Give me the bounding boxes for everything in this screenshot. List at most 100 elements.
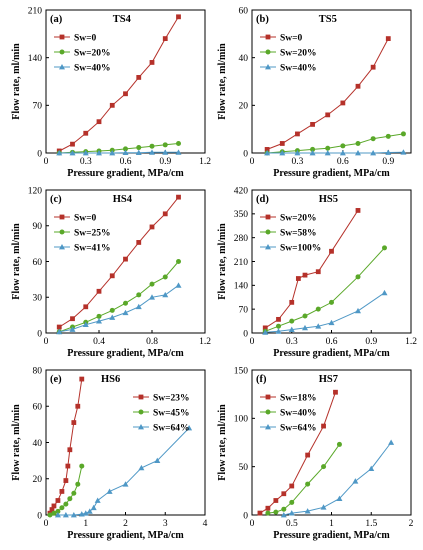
y-tick-label: 0 [243,511,248,521]
plot-frame [251,369,412,516]
x-tick-label: 0.3 [291,157,303,167]
y-tick-label: 210 [234,258,249,268]
series-sw-40- [264,149,407,156]
legend-label: Sw=0 [74,34,97,44]
legend-marker [265,64,271,70]
data-point [135,149,142,156]
y-tick-label: 60 [33,258,43,268]
panel-title: HS7 [319,374,338,385]
data-point [310,146,316,152]
x-tick-label: 0.6 [120,157,132,167]
legend-label: Sw=100% [280,244,321,254]
data-point [310,122,315,127]
legend-label: Sw=64% [153,424,190,434]
series-line [59,16,179,152]
x-tick-label: 0.3 [286,337,298,347]
y-tick-label: 60 [33,403,43,413]
data-point [96,288,102,294]
data-point [96,318,102,324]
panel-letter: (c) [50,194,62,205]
data-point [136,75,142,80]
data-point [176,14,181,20]
legend-marker [59,214,65,220]
data-point [275,328,282,334]
y-tick-label: 20 [239,102,249,112]
series-sw-25- [56,259,181,335]
legend-label: Sw=45% [153,409,190,419]
data-point [315,323,322,329]
data-point [280,512,287,518]
data-point [67,496,73,502]
panel-title: HS4 [113,194,133,205]
y-tick-label: 0 [37,511,42,521]
data-point [106,488,113,494]
data-point [385,133,391,139]
y-tick-label: 70 [33,102,43,112]
y-tick-label: 280 [234,234,249,244]
y-axis-label: Flow rate, ml/min [11,43,22,120]
panel-title: TS5 [319,14,337,25]
y-tick-label: 0 [37,329,42,339]
data-point [388,439,395,445]
series-sw-40- [56,149,182,156]
x-tick-label: 0 [250,157,255,167]
data-point [279,150,286,156]
x-axis-label: Pressure gradient, MPa/cm [67,168,184,179]
panel-letter: (e) [50,374,62,385]
data-point [96,150,102,156]
series-line [267,133,404,154]
data-point [176,194,181,200]
series-sw-41- [56,282,182,335]
data-point [370,136,376,142]
data-point [264,147,270,152]
series-sw-20- [264,131,406,156]
x-tick-label: 1 [329,519,334,529]
data-point [370,64,376,70]
x-tick-label: 4 [203,519,208,529]
x-axis-label: Pressure gradient, MPa/cm [273,530,390,541]
data-point [75,481,81,487]
data-point [176,140,181,146]
x-tick-label: 1.2 [199,157,211,167]
data-point [122,309,129,316]
y-tick-label: 0 [243,329,248,339]
series-sw-0 [56,194,181,330]
data-point [71,490,77,496]
x-tick-label: 0 [44,157,49,167]
data-point [59,505,65,511]
data-point [328,319,335,326]
x-tick-label: 0.9 [382,157,394,167]
legend-label: Sw=20% [280,214,317,224]
legend: Sw=23% Sw=45% Sw=64% [133,394,190,434]
legend-marker [59,244,65,250]
x-axis-label: Pressure gradient, MPa/cm [273,168,390,179]
legend: Sw=20% Sw=58% Sw=100% [260,214,321,254]
data-point [340,143,346,149]
x-tick-label: 0 [44,337,49,347]
chart-panel-ts5: 0 0.3 0.6 0.9 0 20 40 60 Pressure gradient, MPa/… [217,6,412,179]
data-point [336,495,343,501]
legend-label: Sw=40% [280,409,317,419]
data-point [176,259,181,264]
chart-panel-hs7: 0 0.5 1 1.5 2 0 50 100 150 Pressure gradient, MPa… [217,366,414,541]
data-point [135,303,142,310]
plot-frame [45,369,206,516]
data-point [70,316,75,322]
data-point [385,36,391,41]
data-point [370,150,377,156]
y-tick-label: 80 [33,366,43,376]
data-point [355,307,361,314]
legend-marker [138,409,144,415]
y-axis-label: Flow rate, ml/min [11,404,22,481]
series-sw-64- [54,425,193,518]
y-tick-label: 350 [234,210,249,220]
data-point [54,512,61,518]
plot-frame [45,9,206,154]
data-point [123,300,128,306]
legend-marker [265,424,271,430]
data-point [381,289,388,296]
data-point [149,143,155,149]
data-point [352,478,359,484]
data-point [149,294,155,300]
series-line [265,292,385,333]
